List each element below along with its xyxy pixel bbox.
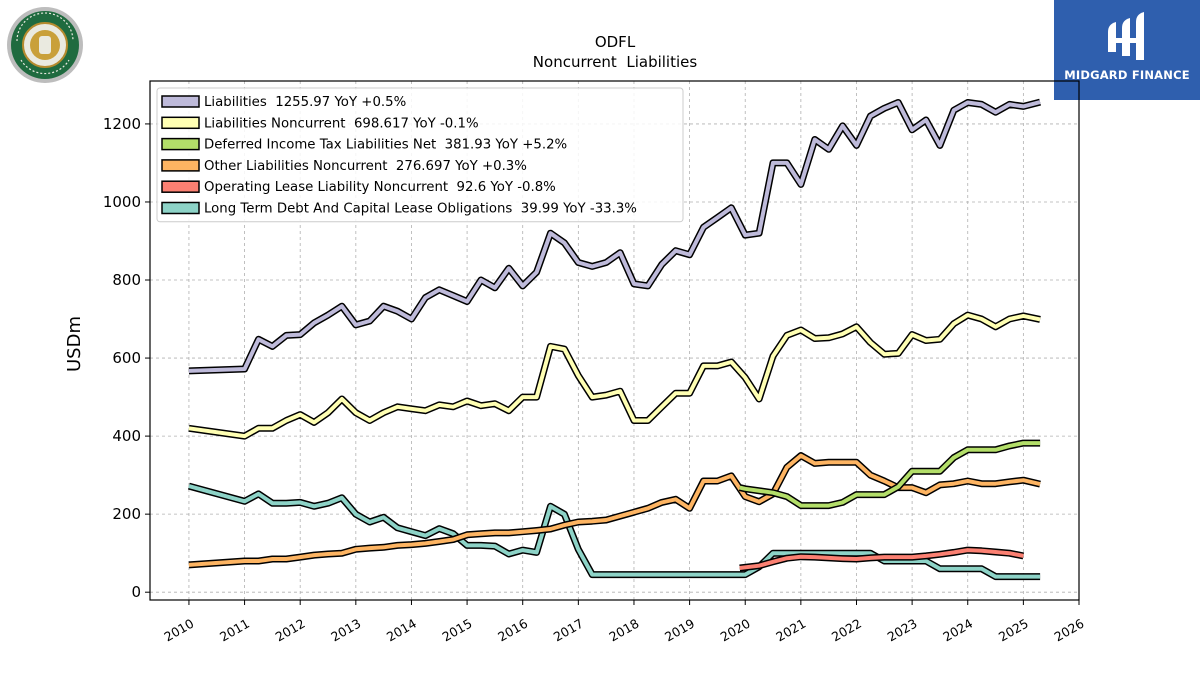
x-tick-label: 2013 [328, 616, 363, 645]
x-tick-label: 2011 [217, 616, 252, 645]
series-line [739, 441, 1041, 508]
y-tick-label: 600 [112, 349, 141, 367]
brand-name: MIDGARD FINANCE [1064, 68, 1190, 82]
x-tick-label: 2018 [606, 616, 641, 645]
x-tick-label: 2010 [161, 616, 196, 645]
legend-label: Liabilities Noncurrent 698.617 YoY -0.1% [204, 116, 479, 131]
legend-label: Long Term Debt And Capital Lease Obligat… [204, 202, 637, 217]
series-line [188, 453, 1041, 567]
x-tick-label: 2014 [384, 616, 419, 645]
y-tick-label: 200 [112, 505, 141, 523]
plot-frame [149, 80, 1080, 601]
x-tick-label: 2025 [996, 616, 1031, 645]
legend-swatch [161, 180, 200, 193]
chart-subtitle: Noncurrent Liabilities [533, 53, 698, 71]
legend-box [156, 87, 684, 223]
series-line [188, 313, 1041, 439]
series-4 [739, 546, 1025, 572]
legend-label: Other Liabilities Noncurrent 276.697 YoY… [204, 159, 527, 174]
y-tick-label: 800 [112, 271, 141, 289]
legend-item: Long Term Debt And Capital Lease Obligat… [161, 201, 637, 217]
legend-swatch [161, 137, 200, 151]
x-tick-label: 2023 [885, 616, 920, 645]
series-line [739, 548, 1024, 570]
y-axis-label: USDm [64, 316, 85, 372]
legend: Liabilities 1255.97 YoY +0.5% Liabilities… [156, 87, 684, 223]
series-2 [738, 439, 1041, 510]
x-tick-label: 2015 [440, 616, 475, 645]
legend-label: Liabilities 1255.97 YoY +0.5% [204, 95, 406, 110]
legend-item: Deferred Income Tax Liabilities Net 381.… [161, 137, 567, 153]
x-tick-label: 2017 [551, 616, 586, 645]
y-tick-label: 1200 [103, 115, 141, 133]
y-tick-label: 0 [131, 583, 141, 601]
x-tick-label: 2012 [273, 616, 308, 645]
chart-title: ODFL [595, 33, 636, 51]
series-0 [188, 98, 1041, 375]
legend-label: Deferred Income Tax Liabilities Net 381.… [204, 138, 567, 153]
legend-swatch [161, 95, 200, 108]
brand-mark-icon [1108, 12, 1144, 60]
series-1 [188, 311, 1041, 440]
x-tick-label: 2026 [1051, 616, 1086, 645]
x-tick-label: 2019 [662, 616, 697, 645]
x-tick-label: 2020 [718, 616, 753, 645]
y-tick-label: 400 [112, 427, 141, 445]
company-logo [7, 7, 83, 83]
series-line [188, 484, 1041, 579]
brand-logo: MIDGARD FINANCE [1054, 0, 1200, 100]
y-tick-label: 1000 [103, 193, 141, 211]
x-tick-label: 2024 [940, 616, 975, 645]
legend-item: Other Liabilities Noncurrent 276.697 YoY… [161, 159, 527, 174]
legend-item: Liabilities Noncurrent 698.617 YoY -0.1% [161, 116, 479, 131]
legend-swatch [161, 201, 200, 215]
x-tick-label: 2016 [495, 616, 530, 645]
series-line [188, 100, 1041, 373]
legend-label: Operating Lease Liability Noncurrent 92.… [204, 180, 556, 195]
x-tick-label: 2022 [829, 616, 864, 645]
legend-item: Liabilities 1255.97 YoY +0.5% [161, 95, 406, 110]
legend-swatch [161, 159, 200, 172]
series-3 [188, 452, 1041, 569]
series-5 [187, 482, 1041, 581]
legend-item: Operating Lease Liability Noncurrent 92.… [161, 180, 556, 195]
legend-swatch [161, 116, 200, 130]
x-tick-label: 2021 [773, 616, 808, 645]
series-layer [187, 98, 1041, 581]
